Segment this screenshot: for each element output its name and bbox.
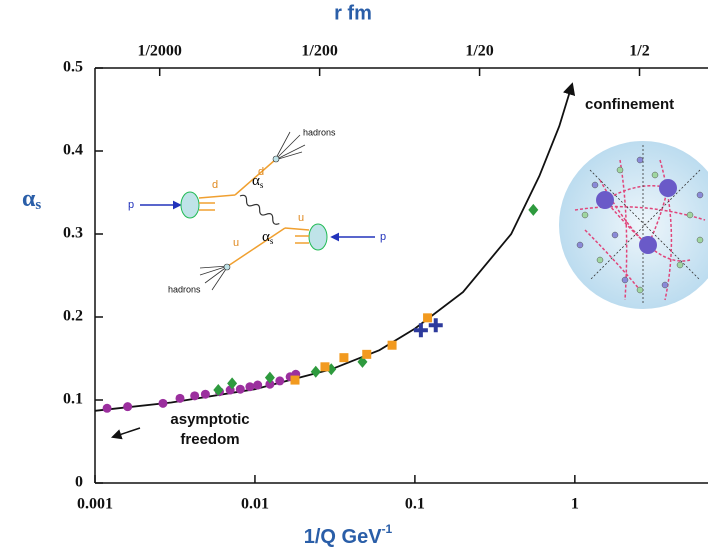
data-point bbox=[200, 389, 210, 399]
data-point bbox=[213, 384, 224, 397]
data-point bbox=[175, 393, 185, 403]
x-tick-label: 0.001 bbox=[77, 496, 113, 513]
data-point bbox=[275, 376, 285, 386]
y-tick-label: 0.2 bbox=[63, 308, 83, 325]
top-tick-label: 1/200 bbox=[301, 43, 337, 60]
data-point bbox=[310, 365, 321, 378]
inset-label: d bbox=[212, 179, 218, 191]
data-point bbox=[265, 379, 275, 389]
x-label-sup: -1 bbox=[382, 522, 393, 536]
x-axis-label: 1/Q GeV-1 bbox=[304, 522, 393, 548]
inset-label: p bbox=[128, 199, 134, 211]
data-point bbox=[123, 402, 133, 412]
inset-label: s bbox=[270, 236, 274, 246]
inset-label: α bbox=[252, 173, 260, 189]
data-point bbox=[387, 340, 397, 350]
annotation: confinement bbox=[585, 96, 674, 113]
data-point bbox=[339, 353, 349, 363]
data-point bbox=[253, 380, 263, 390]
data-point bbox=[413, 323, 428, 338]
data-point bbox=[102, 403, 112, 413]
data-point bbox=[190, 391, 200, 401]
top-tick-label: 1/2000 bbox=[137, 43, 181, 60]
y-axis-label: αs bbox=[22, 186, 41, 214]
data-point bbox=[320, 362, 330, 372]
y-tick-label: 0.1 bbox=[63, 391, 83, 408]
data-point bbox=[264, 371, 275, 384]
data-point bbox=[423, 313, 433, 323]
inset-label: p bbox=[380, 231, 386, 243]
annotation: asymptotic bbox=[170, 411, 249, 428]
data-point bbox=[290, 375, 300, 385]
inset-label: u bbox=[298, 212, 304, 224]
x-tick-label: 0.01 bbox=[241, 496, 269, 513]
x-label-main: 1/Q GeV bbox=[304, 526, 382, 548]
data-point bbox=[528, 203, 539, 216]
inset-alpha: αs bbox=[262, 229, 274, 246]
data-point bbox=[235, 384, 245, 394]
inset-label: s bbox=[260, 180, 264, 190]
annotation: freedom bbox=[180, 431, 239, 448]
x-tick-label: 1 bbox=[571, 496, 579, 513]
inset-alpha: αs bbox=[252, 173, 264, 190]
data-point bbox=[245, 382, 255, 392]
y-tick-label: 0.4 bbox=[63, 142, 83, 159]
proton-illustration bbox=[559, 141, 708, 309]
inset-label: u bbox=[233, 237, 239, 249]
arrow bbox=[111, 427, 141, 440]
inset-label: hadrons bbox=[168, 284, 201, 294]
y-label-main: α bbox=[22, 186, 36, 212]
top-tick-label: 1/20 bbox=[465, 43, 493, 60]
data-point bbox=[227, 377, 238, 390]
top-axis-title: r fm bbox=[334, 2, 372, 24]
feynman-inset: p p d d u u αs αs hadrons hadrons bbox=[128, 127, 386, 294]
y-tick-label: 0 bbox=[75, 474, 83, 491]
data-point bbox=[428, 318, 443, 333]
x-tick-label: 0.1 bbox=[405, 496, 425, 513]
inset-label: hadrons bbox=[303, 127, 336, 137]
y-tick-label: 0.3 bbox=[63, 225, 83, 242]
y-label-sub: s bbox=[35, 197, 41, 213]
y-tick-label: 0.5 bbox=[63, 59, 83, 76]
data-point bbox=[362, 349, 372, 359]
top-tick-label: 1/2 bbox=[629, 43, 649, 60]
inset-label: α bbox=[262, 229, 270, 245]
inset-label: d bbox=[258, 166, 264, 178]
data-point bbox=[158, 398, 168, 408]
